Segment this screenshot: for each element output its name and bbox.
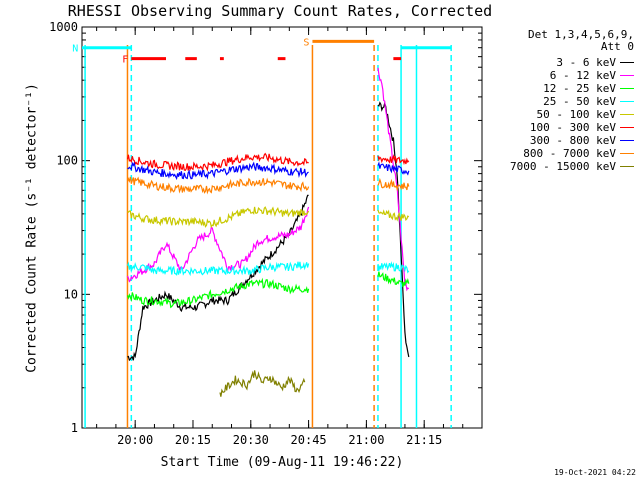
legend-label: 50 - 100 keV bbox=[536, 108, 616, 121]
legend-swatch bbox=[620, 127, 634, 128]
series-line bbox=[127, 161, 309, 181]
series-line bbox=[377, 271, 410, 288]
legend-item: 3 - 6 keV bbox=[510, 56, 634, 69]
series-line bbox=[377, 67, 410, 292]
series-line bbox=[377, 209, 410, 222]
y-axis-title: Corrected Count Rate (s⁻¹ detector⁻¹) bbox=[24, 83, 40, 373]
legend-item: 6 - 12 keV bbox=[510, 69, 634, 82]
legend-item: 7000 - 15000 keV bbox=[510, 160, 634, 173]
legend: 3 - 6 keV 6 - 12 keV 12 - 25 keV 25 - 50… bbox=[510, 56, 634, 173]
legend-item: 12 - 25 keV bbox=[510, 82, 634, 95]
series-line bbox=[377, 261, 410, 274]
plot-frame bbox=[81, 26, 483, 429]
legend-swatch bbox=[620, 75, 634, 76]
series-line bbox=[377, 161, 410, 176]
legend-swatch bbox=[620, 101, 634, 102]
y-tick-label: 1000 bbox=[49, 20, 78, 34]
series-line bbox=[219, 370, 306, 397]
series-line bbox=[126, 152, 309, 172]
legend-item: 300 - 800 keV bbox=[510, 134, 634, 147]
detectors-label: Det 1,3,4,5,6,9, bbox=[528, 28, 634, 41]
attenuator-label: Att 0 bbox=[600, 40, 634, 53]
legend-label: 12 - 25 keV bbox=[543, 82, 616, 95]
legend-item: 800 - 7000 keV bbox=[510, 147, 634, 160]
legend-label: 3 - 6 keV bbox=[556, 56, 616, 69]
legend-label: 25 - 50 keV bbox=[543, 95, 616, 108]
x-tick-label: 20:45 bbox=[291, 433, 327, 447]
legend-item: 25 - 50 keV bbox=[510, 95, 634, 108]
generated-timestamp: 19-Oct-2021 04:22 bbox=[554, 468, 636, 477]
legend-label: 7000 - 15000 keV bbox=[510, 160, 616, 173]
series-line bbox=[126, 176, 310, 195]
series-line bbox=[126, 206, 310, 283]
series-line bbox=[377, 177, 410, 192]
flag-label: N bbox=[72, 44, 78, 55]
x-tick-label: 21:15 bbox=[406, 433, 442, 447]
legend-label: 300 - 800 keV bbox=[529, 134, 616, 147]
legend-item: 100 - 300 keV bbox=[510, 121, 634, 134]
legend-label: 100 - 300 keV bbox=[529, 121, 616, 134]
legend-label: 6 - 12 keV bbox=[549, 69, 616, 82]
legend-item: 50 - 100 keV bbox=[510, 108, 634, 121]
series-line bbox=[377, 153, 410, 166]
flag-label: S bbox=[303, 37, 309, 48]
x-tick-label: 20:00 bbox=[117, 433, 153, 447]
series-line bbox=[127, 206, 310, 229]
legend-swatch bbox=[620, 166, 634, 167]
y-tick-label: 100 bbox=[56, 154, 78, 168]
series-line bbox=[126, 261, 310, 277]
series-line bbox=[127, 194, 309, 362]
x-axis-title: Start Time (09-Aug-11 19:46:22) bbox=[160, 455, 404, 470]
legend-swatch bbox=[620, 114, 634, 115]
x-tick-label: 20:15 bbox=[175, 433, 211, 447]
legend-swatch bbox=[620, 62, 634, 63]
x-tick-label: 21:00 bbox=[348, 433, 384, 447]
series-line bbox=[377, 101, 410, 358]
y-tick-label: 10 bbox=[64, 287, 78, 301]
series-line bbox=[126, 277, 310, 309]
legend-swatch bbox=[620, 140, 634, 141]
legend-label: 800 - 7000 keV bbox=[523, 147, 616, 160]
x-tick-label: 20:30 bbox=[233, 433, 269, 447]
legend-swatch bbox=[620, 88, 634, 89]
legend-swatch bbox=[620, 153, 634, 154]
chart-title: RHESSI Observing Summary Count Rates, Co… bbox=[67, 2, 493, 20]
flag-label: F bbox=[122, 55, 128, 66]
y-tick-label: 1 bbox=[71, 421, 78, 435]
